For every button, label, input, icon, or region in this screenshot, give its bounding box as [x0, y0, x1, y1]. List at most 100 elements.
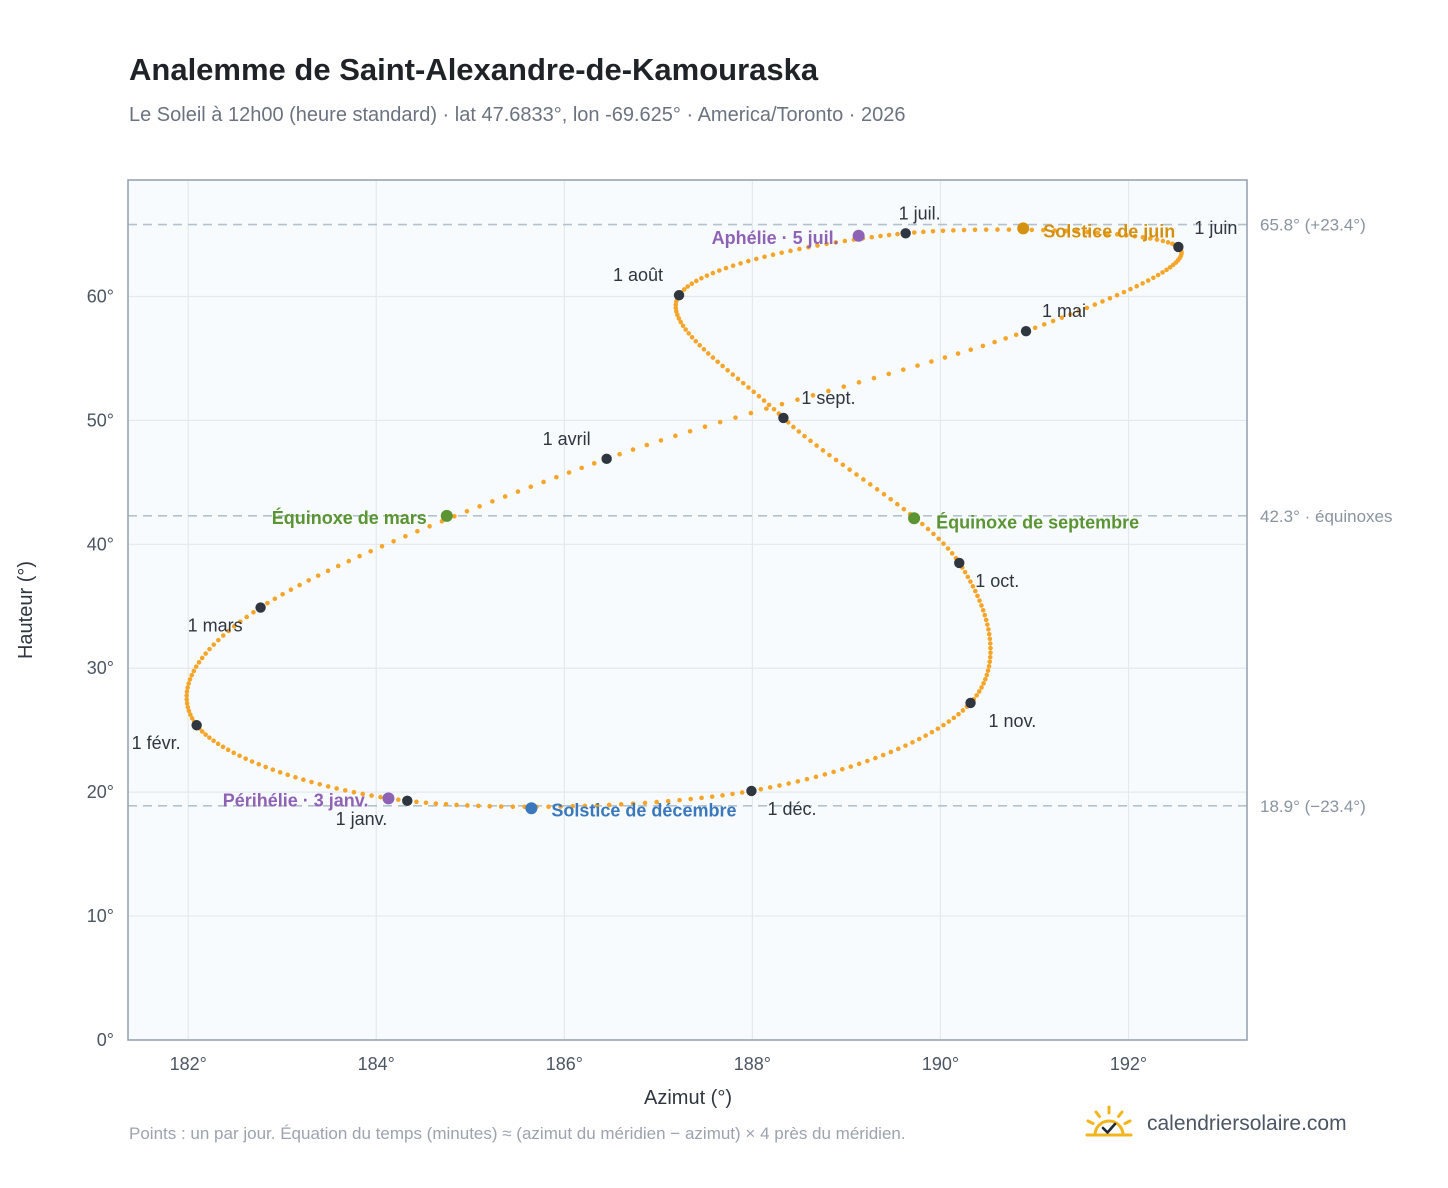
- daily-point: [951, 715, 957, 721]
- daily-point: [767, 785, 773, 790]
- daily-point: [270, 767, 276, 773]
- month-label: 1 sept.: [801, 388, 855, 408]
- daily-point: [900, 367, 906, 373]
- daily-point: [956, 711, 961, 717]
- daily-point: [833, 240, 839, 245]
- daily-point: [804, 776, 810, 782]
- daily-point: [962, 569, 968, 575]
- daily-point: [796, 429, 802, 434]
- daily-point: [317, 781, 323, 787]
- daily-point: [710, 355, 716, 360]
- daily-point: [1050, 318, 1056, 324]
- daily-point: [985, 622, 990, 627]
- daily-point: [786, 781, 791, 786]
- daily-point: [848, 764, 854, 769]
- daily-point: [554, 474, 559, 480]
- daily-point: [761, 398, 767, 403]
- daily-point: [465, 803, 470, 808]
- daily-point: [558, 804, 563, 809]
- daily-point: [673, 302, 679, 307]
- daily-point: [1121, 289, 1127, 295]
- daily-point: [1084, 305, 1090, 311]
- daily-point: [841, 384, 847, 389]
- daily-point: [528, 484, 534, 490]
- daily-point: [1154, 237, 1160, 242]
- x-axis-label: Azimut (°): [644, 1087, 732, 1109]
- daily-point: [986, 631, 992, 637]
- daily-point: [903, 743, 908, 748]
- event-marker: [852, 229, 865, 242]
- daily-point: [211, 642, 217, 647]
- daily-point: [921, 229, 926, 235]
- month-marker: [191, 720, 202, 731]
- daily-point: [1085, 229, 1090, 235]
- daily-point: [910, 740, 915, 745]
- daily-point: [987, 654, 993, 660]
- daily-point: [779, 401, 785, 407]
- daily-point: [191, 668, 197, 674]
- daily-point: [869, 234, 875, 240]
- daily-point: [293, 775, 298, 780]
- daily-point: [184, 693, 189, 698]
- daily-point: [814, 443, 819, 448]
- event-marker: [440, 509, 453, 522]
- y-tick-label: 30°: [87, 658, 114, 678]
- daily-point: [748, 410, 754, 416]
- daily-point: [735, 376, 741, 382]
- daily-point: [968, 579, 973, 584]
- daily-point: [861, 477, 866, 482]
- x-tick-label: 192°: [1110, 1054, 1147, 1074]
- daily-point: [1164, 267, 1169, 273]
- daily-point: [995, 227, 1000, 232]
- daily-point: [986, 663, 992, 669]
- daily-point: [756, 393, 762, 399]
- daily-point: [263, 764, 268, 770]
- daily-point: [211, 738, 216, 744]
- event-label: Solstice de décembre: [551, 800, 736, 820]
- daily-point: [754, 256, 759, 262]
- month-marker: [601, 453, 612, 465]
- month-label: 1 oct.: [975, 571, 1019, 591]
- daily-point: [301, 777, 306, 783]
- brand-name[interactable]: calendriersolaire.com: [1147, 1112, 1347, 1135]
- daily-point: [931, 531, 936, 537]
- daily-point: [779, 250, 784, 256]
- daily-point: [325, 784, 331, 789]
- plot-frame: [127, 179, 1248, 1041]
- daily-point: [867, 482, 873, 487]
- daily-point: [199, 729, 205, 734]
- daily-point: [762, 254, 767, 260]
- daily-point: [730, 372, 736, 377]
- daily-point: [617, 451, 622, 457]
- daily-point: [618, 802, 624, 807]
- daily-point: [979, 685, 984, 690]
- daily-point: [1107, 295, 1113, 301]
- daily-point: [433, 801, 439, 806]
- daily-point: [244, 614, 249, 620]
- daily-point: [225, 747, 231, 753]
- month-label: 1 janv.: [336, 809, 388, 829]
- daily-point: [873, 755, 878, 761]
- daily-point: [758, 786, 764, 792]
- daily-point: [630, 801, 636, 806]
- daily-point: [351, 789, 357, 795]
- daily-point: [987, 636, 993, 642]
- month-marker: [900, 228, 911, 239]
- axes: 182° 184° 186° 188° 190° 192° 0° 10° 20° 30° 40° 50…: [87, 286, 1147, 1074]
- daily-point: [788, 248, 793, 254]
- daily-point: [888, 496, 894, 502]
- reference-line-label: 65.8° (+23.4°): [1260, 216, 1366, 235]
- daily-point: [673, 433, 678, 439]
- daily-point: [1140, 235, 1146, 240]
- daily-point: [878, 233, 883, 239]
- daily-point: [704, 273, 710, 278]
- daily-point: [981, 681, 986, 686]
- daily-point: [746, 258, 751, 264]
- daily-point: [226, 628, 231, 634]
- daily-point: [960, 708, 966, 713]
- daily-point: [443, 802, 449, 807]
- daily-point: [1155, 272, 1161, 278]
- daily-point: [186, 708, 192, 714]
- daily-point: [686, 331, 692, 336]
- daily-point: [980, 343, 986, 349]
